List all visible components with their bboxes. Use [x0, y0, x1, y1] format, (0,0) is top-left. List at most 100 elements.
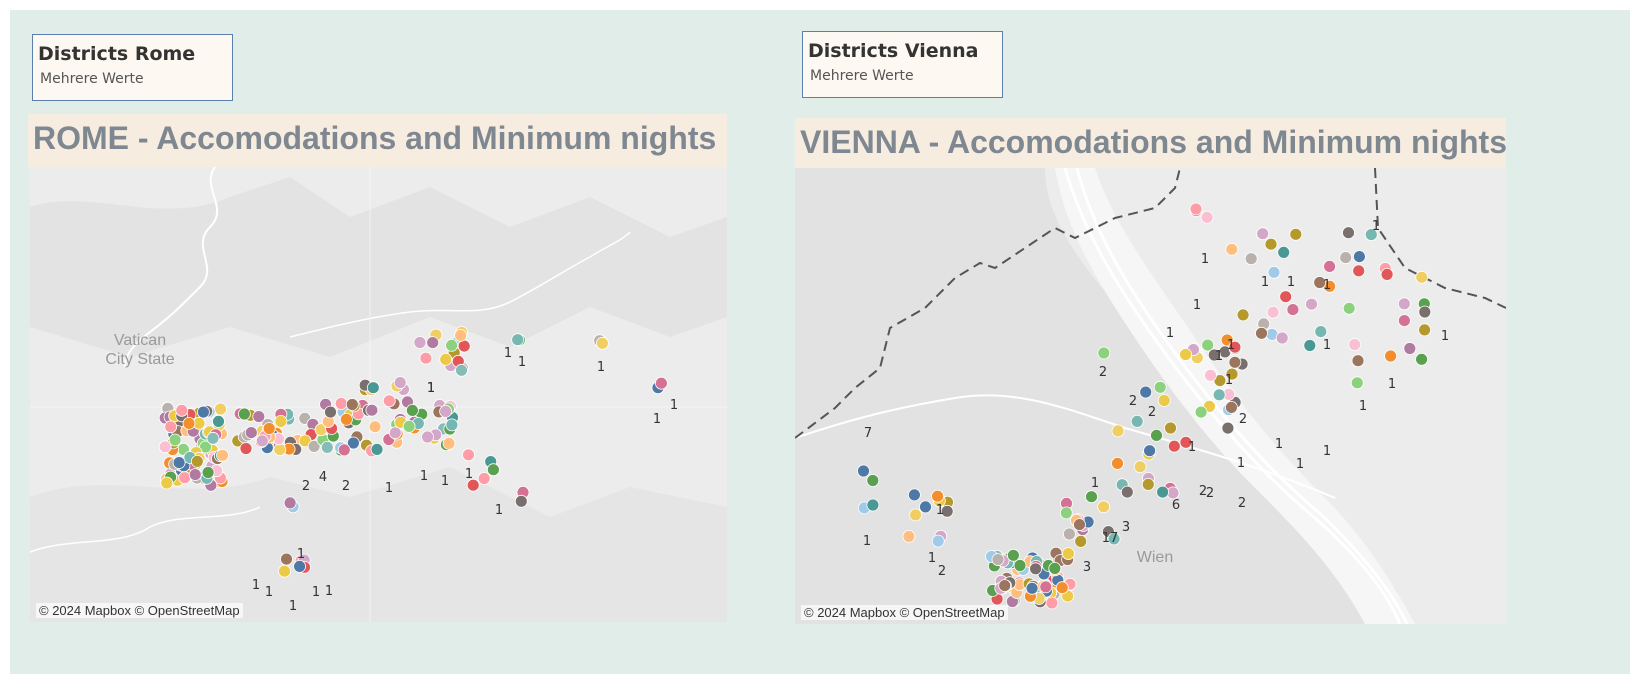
- listing-point[interactable]: [283, 496, 297, 510]
- listing-point[interactable]: [442, 436, 456, 450]
- listing-point[interactable]: [339, 412, 353, 426]
- listing-point[interactable]: [1286, 303, 1300, 317]
- listing-point[interactable]: [1350, 376, 1364, 390]
- listing-point[interactable]: [393, 376, 407, 390]
- listing-point[interactable]: [1397, 297, 1411, 311]
- listing-point[interactable]: [1045, 596, 1059, 610]
- listing-point[interactable]: [1025, 581, 1039, 595]
- listing-point[interactable]: [1225, 367, 1239, 381]
- listing-point[interactable]: [1006, 548, 1020, 562]
- listing-point[interactable]: [1120, 485, 1134, 499]
- listing-point[interactable]: [1236, 308, 1250, 322]
- listing-point[interactable]: [1267, 265, 1281, 279]
- listing-point[interactable]: [1264, 237, 1278, 251]
- listing-point[interactable]: [190, 454, 204, 468]
- listing-point[interactable]: [1156, 485, 1170, 499]
- listing-point[interactable]: [1353, 250, 1366, 263]
- listing-point[interactable]: [337, 443, 351, 457]
- listing-point[interactable]: [1351, 354, 1365, 368]
- vienna-map[interactable]: Wien 1 1 1 1 1 1 1 1 1 1 2 2 2 1 1 2 1 1 1 1 1 1 6 2 2 2 1 3 17 3 7 1 1 1…: [795, 168, 1506, 624]
- listing-point[interactable]: [1157, 394, 1171, 407]
- listing-point[interactable]: [1153, 380, 1167, 394]
- filter-value[interactable]: Mehrere Werte: [40, 71, 144, 87]
- listing-point[interactable]: [426, 336, 440, 350]
- listing-point[interactable]: [477, 472, 491, 485]
- listing-point[interactable]: [1039, 580, 1053, 594]
- listing-point[interactable]: [866, 498, 880, 512]
- listing-point[interactable]: [1342, 226, 1355, 240]
- map-attribution[interactable]: © 2024 Mapbox © OpenStreetMap: [36, 603, 243, 618]
- listing-point[interactable]: [324, 405, 337, 419]
- listing-point[interactable]: [365, 403, 379, 417]
- listing-point[interactable]: [1279, 290, 1293, 304]
- listing-point[interactable]: [1384, 349, 1397, 363]
- listing-point[interactable]: [345, 398, 359, 411]
- listing-point[interactable]: [1130, 414, 1144, 428]
- listing-point[interactable]: [1418, 323, 1431, 337]
- listing-point[interactable]: [388, 426, 402, 440]
- map-attribution[interactable]: © 2024 Mapbox © OpenStreetMap: [801, 605, 1008, 620]
- listing-point[interactable]: [1212, 388, 1226, 402]
- listing-point[interactable]: [1111, 424, 1125, 438]
- listing-point[interactable]: [655, 376, 668, 390]
- listing-point[interactable]: [1085, 490, 1098, 504]
- listing-point[interactable]: [239, 442, 253, 455]
- listing-point[interactable]: [909, 508, 922, 522]
- listing-point[interactable]: [940, 504, 954, 518]
- listing-point[interactable]: [175, 403, 189, 417]
- listing-point[interactable]: [1179, 435, 1193, 449]
- listing-point[interactable]: [998, 579, 1012, 593]
- listing-point[interactable]: [201, 466, 215, 479]
- listing-point[interactable]: [216, 448, 229, 462]
- listing-point[interactable]: [1314, 325, 1328, 339]
- listing-point[interactable]: [919, 500, 932, 514]
- listing-point[interactable]: [1194, 405, 1208, 419]
- listing-point[interactable]: [454, 328, 468, 342]
- listing-point[interactable]: [1164, 421, 1177, 435]
- listing-point[interactable]: [455, 363, 468, 377]
- listing-point[interactable]: [1415, 270, 1429, 284]
- listing-point[interactable]: [1228, 340, 1242, 354]
- districts-vienna-filter[interactable]: Districts Vienna Mehrere Werte: [802, 31, 1003, 98]
- listing-point[interactable]: [1415, 352, 1428, 366]
- listing-point[interactable]: [273, 443, 287, 457]
- listing-point[interactable]: [1342, 301, 1356, 315]
- listing-point[interactable]: [237, 407, 251, 421]
- listing-point[interactable]: [1207, 348, 1221, 362]
- listing-point[interactable]: [1111, 456, 1124, 470]
- listing-point[interactable]: [1305, 297, 1318, 311]
- listing-point[interactable]: [1133, 460, 1147, 474]
- listing-point[interactable]: [1150, 428, 1163, 442]
- listing-point[interactable]: [1380, 268, 1394, 281]
- listing-point[interactable]: [214, 402, 227, 416]
- listing-point[interactable]: [158, 440, 172, 454]
- listing-point[interactable]: [1055, 581, 1069, 595]
- listing-point[interactable]: [255, 434, 269, 448]
- listing-point[interactable]: [511, 333, 525, 347]
- listing-point[interactable]: [1398, 314, 1411, 328]
- listing-point[interactable]: [1255, 326, 1268, 340]
- listing-point[interactable]: [307, 439, 321, 453]
- listing-point[interactable]: [280, 552, 293, 566]
- listing-point[interactable]: [1200, 211, 1214, 224]
- listing-point[interactable]: [188, 468, 202, 482]
- listing-point[interactable]: [293, 559, 307, 573]
- listing-point[interactable]: [1167, 439, 1181, 453]
- listing-point[interactable]: [212, 414, 225, 428]
- listing-point[interactable]: [1323, 260, 1336, 273]
- listing-point[interactable]: [857, 464, 870, 478]
- listing-point[interactable]: [196, 405, 210, 419]
- listing-point[interactable]: [439, 404, 453, 418]
- listing-point[interactable]: [486, 463, 500, 477]
- listing-point[interactable]: [168, 433, 182, 447]
- listing-point[interactable]: [462, 448, 475, 462]
- listing-point[interactable]: [370, 442, 384, 456]
- listing-point[interactable]: [274, 414, 288, 428]
- listing-point[interactable]: [252, 410, 266, 424]
- listing-point[interactable]: [1189, 202, 1203, 216]
- listing-point[interactable]: [1403, 342, 1417, 355]
- listing-point[interactable]: [991, 553, 1005, 567]
- listing-point[interactable]: [1074, 534, 1088, 548]
- listing-point[interactable]: [182, 416, 196, 430]
- listing-point[interactable]: [466, 478, 480, 492]
